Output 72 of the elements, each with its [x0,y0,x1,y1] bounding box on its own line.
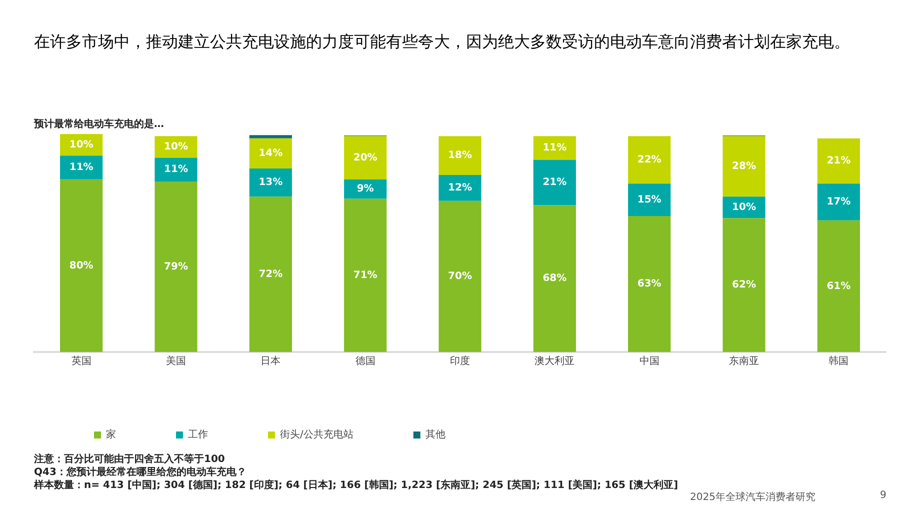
bar [722,136,766,197]
bar [628,136,671,184]
data-label: 12% [448,182,472,194]
data-label: 18% [448,150,472,162]
text: Q43：您预计最经常在哪里给您的电动车充电？ [34,465,246,479]
data-label: 71% [353,270,378,281]
bar [249,168,292,197]
data-label: 63% [637,278,662,290]
data-label: 9% [356,184,374,195]
bar [344,136,387,180]
data-label: 10% [69,139,94,150]
bar [154,158,198,182]
text: 样本数量：n= 413 [中国]; 304 [德国]; 182 [印度]; 64 [日本]; 166 [韩国]; 1,223 [东南亚]; 245 [英国]; 111 [美国]; 165 [澳大利亚] [34,478,678,492]
bar [438,200,482,352]
bar [817,138,860,184]
bar [60,156,103,180]
data-label: 68% [542,273,567,284]
data-label: 62% [732,280,756,291]
bar [533,205,576,352]
data-label: 20% [353,152,378,164]
bar [249,196,292,352]
data-label: 10% [164,142,188,153]
data-label: 21% [826,156,851,167]
data-label: 21% [542,177,567,188]
bar [628,216,671,352]
data-label: 22% [637,154,662,166]
x-tick-label: 澳大利亚 [534,354,575,367]
data-label: 79% [164,261,188,272]
bar [344,198,387,352]
x-tick-label: 东南亚 [729,354,759,367]
data-label: 13% [258,177,283,188]
bar [249,135,292,138]
data-label: 80% [69,260,94,272]
bar [533,136,576,160]
bar [154,181,198,352]
x-tick-label: 韩国 [828,354,849,367]
legend-label: 家 [106,428,116,441]
bar [628,184,671,216]
bar [438,136,482,176]
x-tick-label: 德国 [355,356,376,367]
x-tick-label: 英国 [71,354,92,367]
chart-title: 在许多市场中，推动建立公共充电设施的力度可能有些夸大，因为绝大多数受访的电动车意向消费者计划在家充电。 [34,32,850,53]
legend-label: 工作 [188,430,208,441]
data-label: 11% [164,164,188,176]
legend-label: 街头/公共充电站 [280,428,354,441]
data-label: 11% [542,142,567,154]
x-tick-label: 美国 [166,354,186,367]
bar [60,179,103,352]
x-tick-label: 中国 [639,354,660,367]
legend-label: 其他 [425,428,446,441]
bar [344,179,387,199]
data-label: 72% [258,268,283,280]
data-label: 15% [637,194,662,206]
data-label: 11% [69,162,94,174]
chart-subtitle: 预计最常给电动车充电的是… [34,117,164,131]
text: 2025年全球汽车消费者研究 [690,490,816,504]
text: 注意：百分比可能由于四舍五入不等于100 [34,452,225,466]
data-label: 14% [258,148,283,160]
bar [817,220,860,352]
data-label: 17% [826,196,851,208]
bar [817,184,860,220]
data-label: 28% [732,160,756,172]
data-label: 70% [448,271,472,282]
bar [533,160,576,206]
bar [438,175,482,201]
x-tick-label: 印度 [450,354,470,367]
data-label: 61% [826,280,851,292]
bar [249,138,292,169]
data-label: 10% [732,202,756,213]
x-tick-label: 日本 [260,354,281,367]
bar [722,218,766,352]
text: 9 [880,490,886,501]
